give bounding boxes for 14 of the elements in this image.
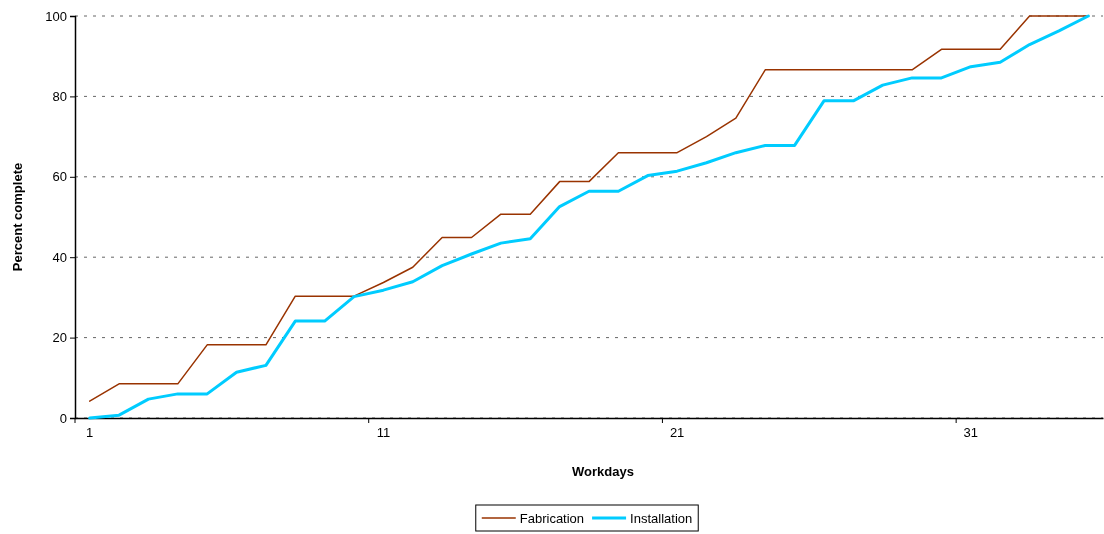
x-tick-label: 1 <box>86 425 94 441</box>
y-tick-label: 40 <box>52 249 67 265</box>
x-tick-label: 31 <box>963 425 979 441</box>
y-tick-label: 60 <box>52 169 67 185</box>
legend-label: Installation <box>630 511 693 526</box>
y-tick-label: 80 <box>52 89 67 105</box>
x-tick-label: 21 <box>669 425 685 441</box>
y-axis-title: Percent complete <box>10 162 25 272</box>
x-axis-title: Workdays <box>572 464 634 479</box>
x-tick-label: 11 <box>376 425 391 441</box>
y-tick-label: 20 <box>52 330 67 346</box>
y-tick-label: 100 <box>45 8 67 24</box>
legend-label: Fabrication <box>519 511 585 526</box>
y-tick-label: 0 <box>59 410 67 426</box>
